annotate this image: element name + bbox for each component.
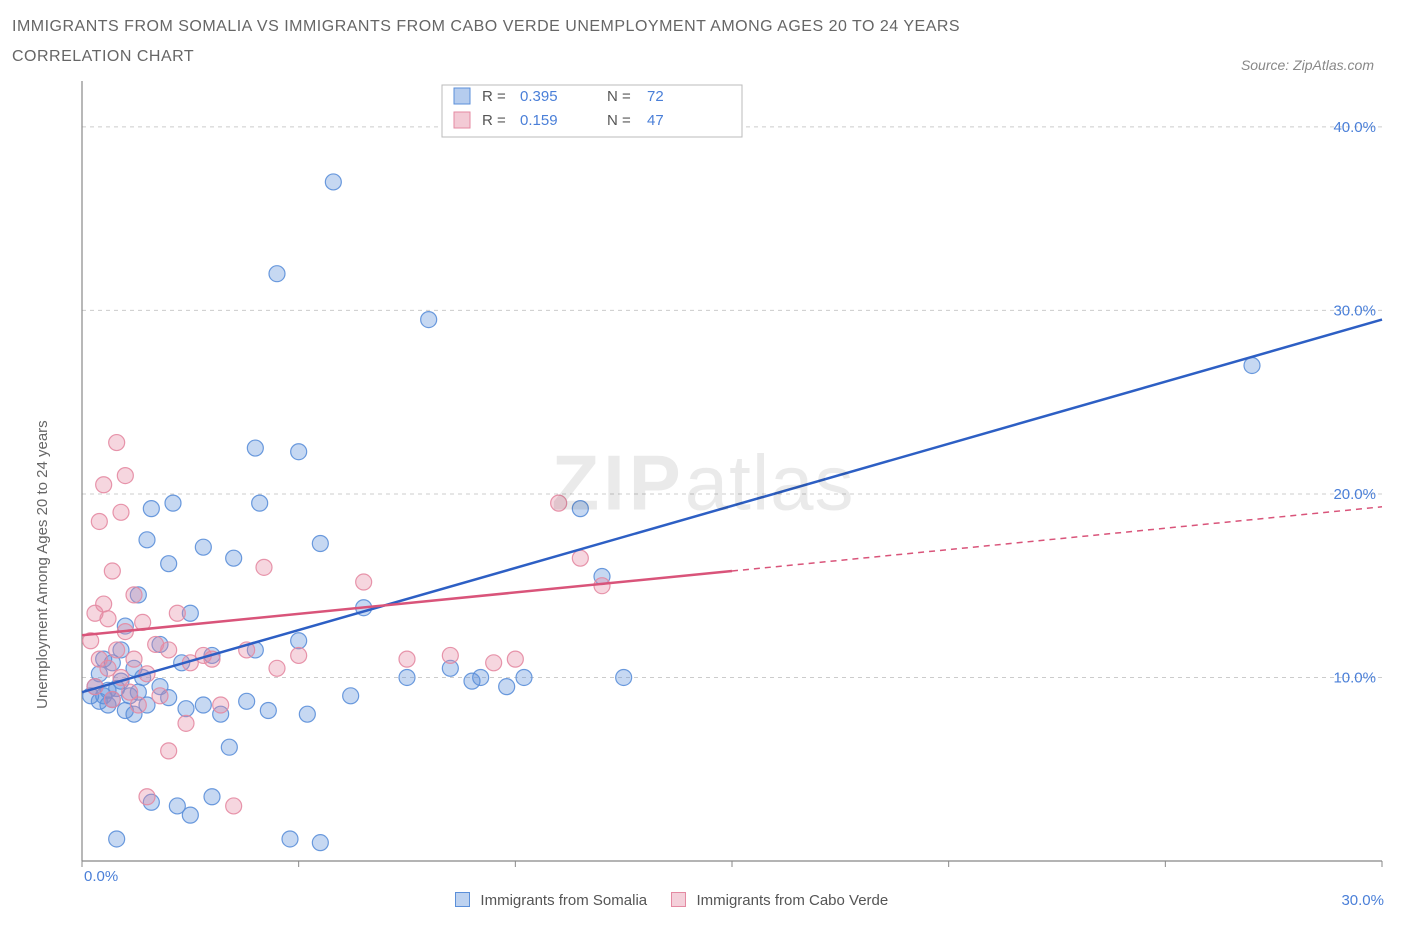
x-axis-max-label: 30.0%: [1341, 892, 1384, 909]
chart-subtitle: CORRELATION CHART: [12, 42, 194, 72]
svg-text:R =: R =: [482, 112, 506, 129]
svg-text:40.0%: 40.0%: [1333, 119, 1376, 136]
chart-title: IMMIGRANTS FROM SOMALIA VS IMMIGRANTS FR…: [12, 12, 1394, 42]
correlation-scatter-chart: 10.0% 20.0% 30.0% 40.0% 0.0% Unemployment Amo…: [12, 81, 1392, 881]
source-attribution: Source: ZipAtlas.com: [1241, 57, 1394, 73]
svg-text:N =: N =: [607, 88, 631, 105]
svg-text:0.395: 0.395: [520, 88, 558, 105]
svg-text:R =: R =: [482, 88, 506, 105]
svg-text:0.0%: 0.0%: [84, 868, 118, 881]
title-line-2: CORRELATION CHART: [12, 48, 194, 65]
svg-text:10.0%: 10.0%: [1333, 669, 1376, 686]
svg-text:20.0%: 20.0%: [1333, 486, 1376, 503]
legend-label-series2: Immigrants from Cabo Verde: [696, 892, 888, 909]
title-line-1: IMMIGRANTS FROM SOMALIA VS IMMIGRANTS FR…: [12, 18, 960, 35]
svg-text:47: 47: [647, 112, 664, 129]
svg-text:30.0%: 30.0%: [1333, 302, 1376, 319]
svg-text:N =: N =: [607, 112, 631, 129]
chart-container: 10.0% 20.0% 30.0% 40.0% 0.0% Unemployment Amo…: [12, 81, 1394, 886]
svg-text:0.159: 0.159: [520, 112, 558, 129]
svg-text:72: 72: [647, 88, 664, 105]
legend-label-series1: Immigrants from Somalia: [480, 892, 647, 909]
legend-swatch-series2: [671, 892, 686, 907]
legend-swatch-series1: [455, 892, 470, 907]
svg-text:Unemployment Among Ages 20 to: Unemployment Among Ages 20 to 24 years: [34, 420, 51, 709]
legend-bottom: Immigrants from Somalia Immigrants from …: [12, 892, 1394, 909]
